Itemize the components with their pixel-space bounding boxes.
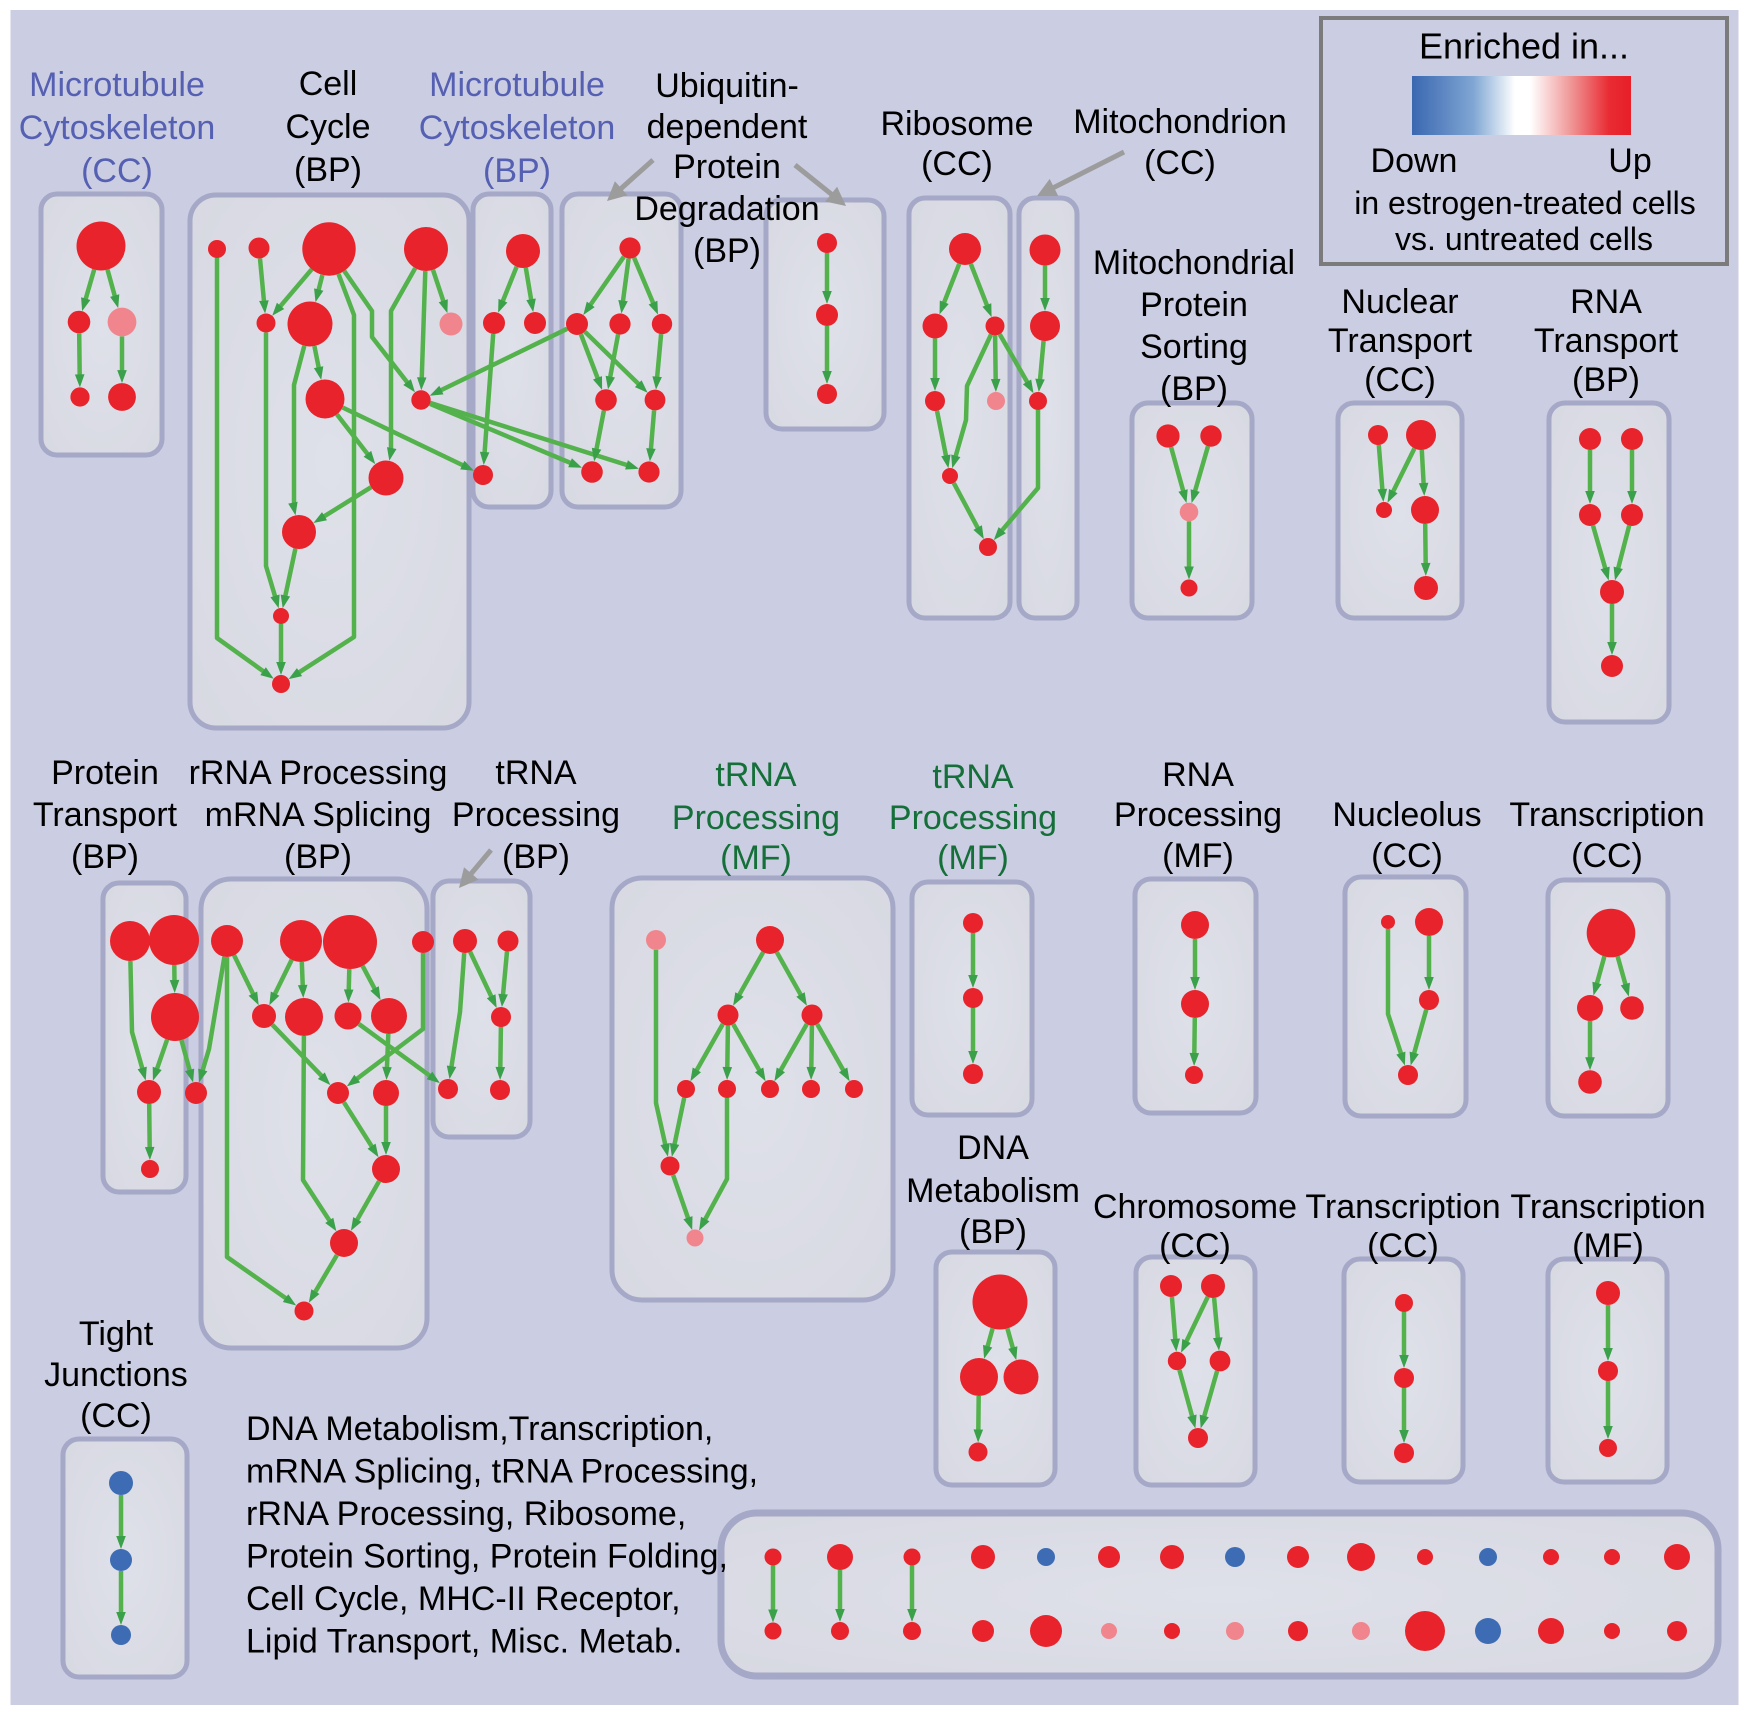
- svg-text:Transport: Transport: [1328, 322, 1473, 360]
- svg-text:(CC): (CC): [1371, 837, 1443, 875]
- svg-text:(BP): (BP): [959, 1213, 1027, 1251]
- svg-text:Transcription: Transcription: [1510, 1188, 1705, 1226]
- svg-text:RNA: RNA: [1570, 283, 1642, 321]
- svg-text:Junctions: Junctions: [44, 1356, 188, 1394]
- svg-text:Protein: Protein: [51, 754, 159, 792]
- svg-text:in estrogen-treated cells: in estrogen-treated cells: [1354, 185, 1696, 221]
- svg-text:Ribosome: Ribosome: [880, 105, 1033, 143]
- svg-text:(MF): (MF): [720, 839, 792, 877]
- svg-text:Degradation: Degradation: [634, 190, 819, 228]
- svg-text:Transcription: Transcription: [1509, 796, 1704, 834]
- svg-text:(CC): (CC): [1144, 144, 1216, 182]
- svg-text:DNA: DNA: [957, 1129, 1029, 1167]
- svg-text:(BP): (BP): [1572, 361, 1640, 399]
- svg-text:dependent: dependent: [647, 108, 808, 146]
- svg-text:DNA Metabolism,Transcription,: DNA Metabolism,Transcription,: [246, 1410, 713, 1448]
- svg-text:Down: Down: [1371, 142, 1458, 180]
- svg-text:(MF): (MF): [1572, 1227, 1644, 1265]
- svg-text:Cytoskeleton: Cytoskeleton: [419, 109, 616, 147]
- svg-text:(CC): (CC): [921, 145, 993, 183]
- svg-text:RNA: RNA: [1162, 756, 1234, 794]
- svg-text:(CC): (CC): [1571, 837, 1643, 875]
- svg-text:(BP): (BP): [483, 152, 551, 190]
- svg-text:Transport: Transport: [1534, 322, 1679, 360]
- svg-text:tRNA: tRNA: [495, 754, 577, 792]
- svg-text:Chromosome: Chromosome: [1093, 1188, 1297, 1226]
- svg-text:Microtubule: Microtubule: [429, 66, 605, 104]
- svg-text:tRNA: tRNA: [715, 756, 797, 794]
- svg-text:Tight: Tight: [79, 1315, 154, 1353]
- svg-text:Protein: Protein: [1140, 286, 1248, 324]
- svg-text:mRNA Splicing, tRNA Processing: mRNA Splicing, tRNA Processing,: [246, 1453, 758, 1491]
- svg-text:vs. untreated cells: vs. untreated cells: [1395, 221, 1653, 257]
- svg-text:tRNA: tRNA: [932, 758, 1014, 796]
- svg-text:(BP): (BP): [502, 838, 570, 876]
- svg-text:Cell Cycle, MHC-II Receptor,: Cell Cycle, MHC-II Receptor,: [246, 1580, 681, 1618]
- svg-text:rRNA Processing, Ribosome,: rRNA Processing, Ribosome,: [246, 1495, 686, 1533]
- svg-text:(CC): (CC): [1367, 1227, 1439, 1265]
- svg-text:(MF): (MF): [937, 839, 1009, 877]
- svg-text:Cell: Cell: [299, 65, 358, 103]
- svg-text:Cytoskeleton: Cytoskeleton: [19, 109, 216, 147]
- svg-text:(MF): (MF): [1162, 837, 1234, 875]
- svg-text:Microtubule: Microtubule: [29, 66, 205, 104]
- svg-text:Processing: Processing: [889, 799, 1057, 837]
- svg-text:Transcription: Transcription: [1305, 1188, 1500, 1226]
- svg-text:Cycle: Cycle: [285, 108, 370, 146]
- svg-text:rRNA Processing: rRNA Processing: [189, 754, 448, 792]
- svg-text:Protein: Protein: [673, 148, 781, 186]
- svg-text:Mitochondrial: Mitochondrial: [1093, 244, 1295, 282]
- svg-text:Processing: Processing: [1114, 796, 1282, 834]
- svg-text:(BP): (BP): [284, 838, 352, 876]
- svg-text:(BP): (BP): [1160, 370, 1228, 408]
- svg-text:(CC): (CC): [81, 152, 153, 190]
- svg-text:Lipid Transport, Misc. Metab.: Lipid Transport, Misc. Metab.: [246, 1623, 683, 1661]
- svg-text:Nuclear: Nuclear: [1341, 283, 1458, 321]
- svg-text:(CC): (CC): [1364, 361, 1436, 399]
- svg-text:(BP): (BP): [71, 838, 139, 876]
- svg-text:(CC): (CC): [80, 1397, 152, 1435]
- svg-text:Up: Up: [1608, 142, 1651, 180]
- svg-text:Mitochondrion: Mitochondrion: [1073, 103, 1287, 141]
- svg-text:Transport: Transport: [33, 796, 178, 834]
- svg-text:(BP): (BP): [294, 151, 362, 189]
- svg-text:(BP): (BP): [693, 232, 761, 270]
- svg-text:mRNA Splicing: mRNA Splicing: [205, 796, 432, 834]
- svg-text:Protein Sorting, Protein Foldi: Protein Sorting, Protein Folding,: [246, 1538, 728, 1576]
- svg-text:Sorting: Sorting: [1140, 328, 1248, 366]
- svg-text:Ubiquitin-: Ubiquitin-: [655, 67, 799, 105]
- svg-text:Nucleolus: Nucleolus: [1332, 796, 1481, 834]
- svg-text:Metabolism: Metabolism: [906, 1172, 1080, 1210]
- svg-text:Processing: Processing: [672, 799, 840, 837]
- svg-text:Processing: Processing: [452, 796, 620, 834]
- svg-text:Enriched in...: Enriched in...: [1419, 26, 1629, 67]
- svg-text:(CC): (CC): [1159, 1227, 1231, 1265]
